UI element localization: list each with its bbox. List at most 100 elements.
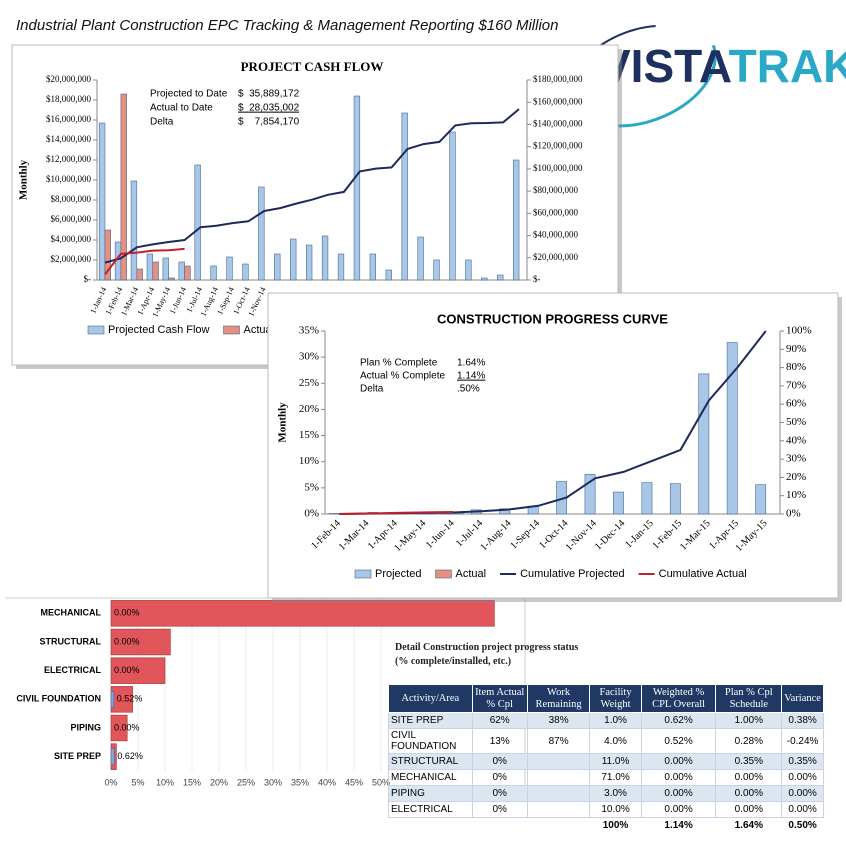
y2-tick-label: $180,000,000 (533, 74, 583, 84)
bar (584, 473, 596, 515)
line-series (339, 511, 454, 515)
y-tick-label: 25% (299, 377, 319, 389)
table-cell: 0.35% (715, 753, 783, 771)
table-cell: 38% (526, 712, 591, 730)
legend-label: Cumulative Projected (520, 568, 625, 580)
header-cell: Item Actual % Cpl (471, 683, 528, 714)
bar (120, 93, 127, 281)
y-tick-label: $4,000,000 (51, 234, 92, 244)
logo-part: VISTA (600, 40, 731, 92)
table-cell: 0% (471, 785, 528, 803)
bar (110, 657, 166, 684)
y2-tick-label: 90% (786, 343, 806, 355)
panel (267, 292, 839, 599)
x-tick-label: 15% (183, 777, 201, 787)
line-series (104, 247, 185, 276)
table-cell: 71.0% (589, 769, 642, 787)
annotation-value: 1.14% (457, 371, 485, 382)
table-cell: 0.35% (781, 753, 824, 771)
table-cell: -0.24% (781, 728, 824, 755)
bar (162, 257, 169, 281)
y2-tick-label: 30% (786, 453, 806, 465)
annotation-value: $ 35,889,172 (238, 89, 300, 100)
logo: VISTATRAK (563, 16, 846, 128)
bar (184, 265, 191, 281)
y-tick-label: $12,000,000 (46, 154, 92, 164)
bar (226, 256, 233, 281)
total-cell (527, 818, 589, 834)
y-tick-label: MECHANICAL (41, 608, 102, 618)
bar (146, 253, 154, 281)
bar (110, 714, 128, 742)
bar (641, 482, 653, 515)
table-cell: 0.00% (781, 785, 824, 803)
x-tick-label: 25% (237, 777, 255, 787)
total-cell: 0.50% (788, 820, 817, 832)
data-label: 0.00% (114, 722, 140, 732)
bar (110, 748, 115, 765)
bar (497, 274, 504, 281)
table-cell: 87% (526, 728, 591, 755)
table-heading: Detail Construction project progress sta… (395, 642, 578, 670)
table-row: MECHANICAL 0% 71.0% 0.00% 0.00% 0.00% (388, 769, 824, 787)
y-tick-label: $8,000,000 (51, 194, 92, 204)
bar (110, 600, 495, 627)
table-cell: 1.0% (589, 712, 642, 730)
legend-swatch (87, 325, 105, 335)
data-label: 0.52% (117, 694, 143, 704)
y-tick-label: 15% (299, 429, 319, 441)
y-tick-label: $18,000,000 (46, 94, 92, 104)
table-cell: 0.00% (640, 769, 717, 787)
logo-swoosh (563, 16, 717, 128)
y2-tick-label: 100% (786, 325, 812, 337)
table-cell: 0% (471, 769, 528, 787)
y-tick-label: $20,000,000 (46, 74, 92, 84)
bar (321, 235, 329, 281)
annotation-label: Delta (150, 117, 174, 128)
y-tick-label: $14,000,000 (46, 134, 92, 144)
table-cell: SITE PREP (388, 712, 473, 730)
table-cell: 3.0% (589, 785, 642, 803)
table-row: CIVIL FOUNDATION 13% 87% 4.0% 0.52% 0.28% -0.2… (388, 728, 824, 755)
header-cell: Work Remaining (526, 683, 591, 714)
table-cell: 4.0% (589, 728, 642, 755)
y-tick-label: 35% (299, 325, 319, 337)
y-tick-label: $10,000,000 (46, 174, 92, 184)
total-cell: 1.64% (734, 820, 763, 832)
table-cell: STRUCTURAL (388, 753, 473, 771)
x-tick-label: 40% (318, 777, 336, 787)
table-cell: 0.62% (640, 712, 717, 730)
bar (669, 483, 681, 515)
table-cell: CIVIL FOUNDATION (388, 728, 473, 755)
bar (417, 236, 424, 281)
legend-swatch (223, 325, 240, 335)
bar (274, 253, 281, 281)
line-series (104, 108, 520, 264)
table-cell (526, 769, 591, 787)
table-cell: 0.00% (640, 801, 717, 819)
y2-tick-label: $20,000,000 (533, 252, 579, 262)
total-cell: 1.14% (664, 820, 693, 832)
y-tick-label: 20% (299, 403, 319, 415)
bar (130, 180, 138, 281)
annotation-label: Plan % Complete (360, 358, 438, 369)
y-axis-label: Monthly (277, 402, 289, 443)
y-tick-label: PIPING (70, 722, 101, 732)
data-label: 0.62% (117, 751, 143, 761)
table-cell: 0.38% (781, 712, 824, 730)
table-cell: 0.00% (715, 769, 783, 787)
y-tick-label: 30% (299, 351, 319, 363)
bar (104, 229, 111, 281)
header-cell: Facility Weight (589, 683, 642, 714)
total-cell (389, 818, 473, 834)
x-tick-label: 35% (291, 777, 309, 787)
annotation-label: Projected to Date (150, 89, 228, 100)
annotation-value: .50% (457, 384, 480, 395)
y2-tick-label: $40,000,000 (533, 230, 579, 240)
table-cell: 0.28% (715, 728, 783, 755)
y-tick-label: 0% (304, 508, 319, 520)
bar (242, 263, 249, 281)
bar (513, 159, 520, 281)
table-cell: 0% (471, 753, 528, 771)
y2-tick-label: $160,000,000 (533, 96, 583, 106)
